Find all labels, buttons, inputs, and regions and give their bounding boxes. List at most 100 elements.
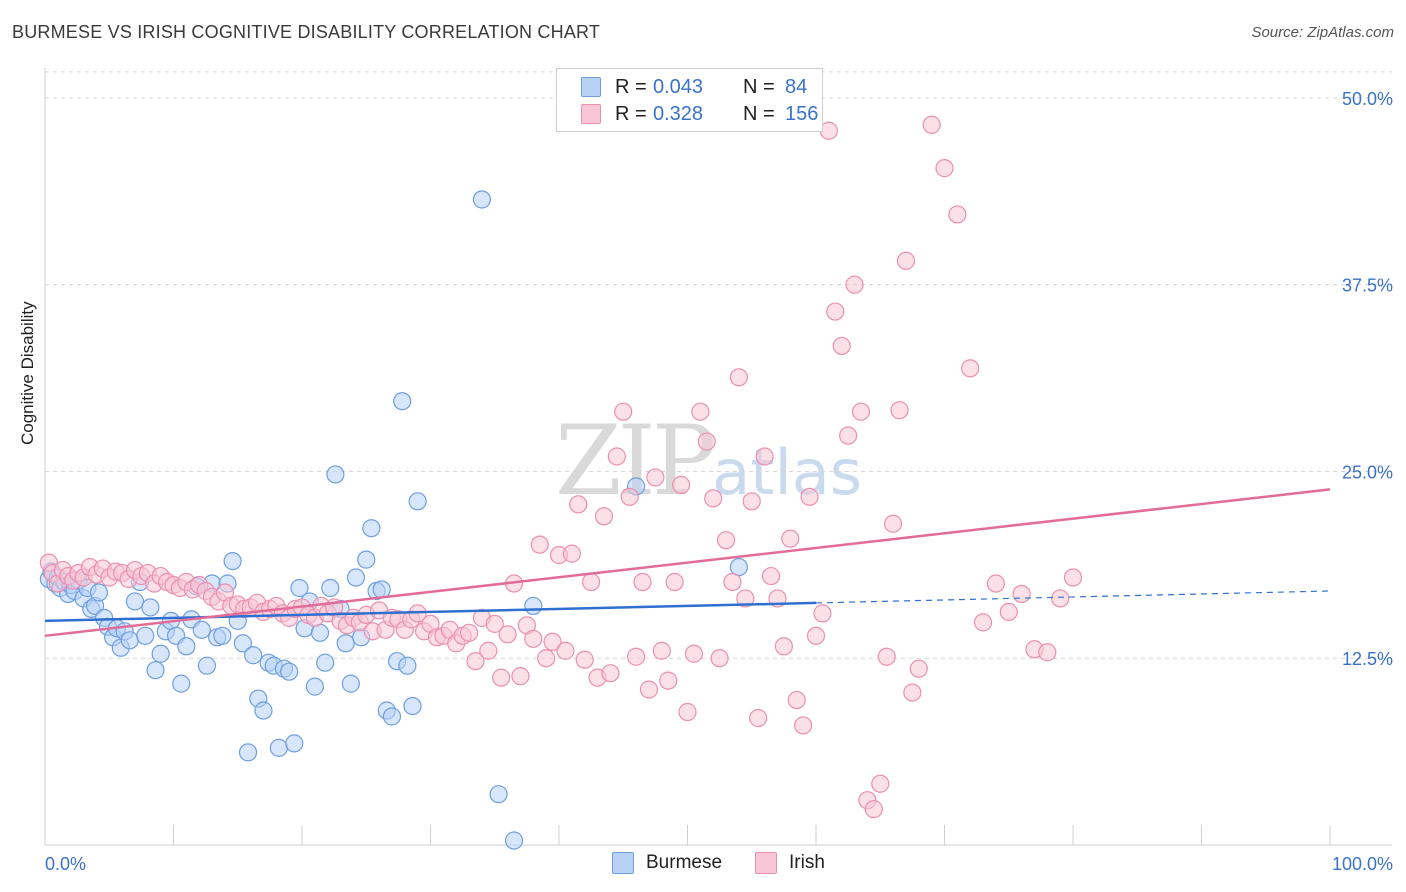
legend-n-value: 156 [785,102,819,125]
irish-trend-line [44,488,1331,638]
irish-point [999,602,1018,622]
irish-point [883,514,903,533]
irish-point [633,572,652,592]
burmese-point [177,637,196,656]
burmese-point [244,646,263,665]
y-tick-label: 25.0% [1342,462,1393,482]
burmese-point [125,592,145,611]
x-tick-label: 0.0% [45,854,86,874]
irish-point [646,468,665,487]
irish-point [800,487,819,506]
bottom-legend-burmese[interactable]: Burmese [612,852,722,874]
burmese-point [393,392,412,411]
irish-point [845,275,864,294]
legend-row-burmese: R = 0.043 N = 84 [581,75,807,99]
irish-point [742,492,761,511]
x-tick-label: 100.0% [1332,854,1393,874]
irish-point [755,447,774,466]
burmese-point [472,190,491,209]
burmese-point [141,598,160,617]
legend: R = 0.043 N = 84 R = 0.328 N = 156 [556,68,823,132]
irish-point [659,671,678,690]
burmese-point [192,620,211,639]
irish-point [922,115,941,134]
irish-point [537,649,556,668]
irish-point [961,359,980,378]
burmese-point [524,596,543,616]
burmese-point [120,631,139,650]
irish-point [543,632,562,651]
burmese-point [362,519,381,538]
irish-point [697,432,716,451]
irish-point [774,637,793,656]
irish-point [851,402,871,421]
legend-r-value: 0.043 [653,75,704,98]
burmese-point [197,656,217,675]
bottom-legend-label-burmese: Burmese [646,852,723,873]
burmese-point [146,661,165,680]
irish-point [723,572,742,592]
bottom-legend: Burmese Irish [0,852,1406,876]
burmese-point [172,674,191,693]
legend-swatch-irish [581,104,601,124]
irish-point [729,368,749,387]
irish-point [678,702,697,722]
irish-point [704,489,723,508]
irish-point [511,667,530,686]
irish-point [1038,643,1057,662]
legend-r-label: R = [615,75,647,98]
legend-n-label: N = [743,102,775,125]
irish-point [826,302,845,321]
irish-point [614,402,633,421]
irish-point [736,589,755,608]
irish-point [556,641,575,660]
irish-point [948,205,967,224]
irish-point [1063,568,1083,587]
irish-point [903,683,922,702]
irish-point [832,336,851,356]
irish-point [485,614,504,633]
irish-point [524,629,543,648]
legend-r-label: R = [615,102,647,125]
legend-r-value: 0.328 [653,102,704,125]
burmese-point [321,578,340,598]
irish-point [864,800,883,819]
chart-title: BURMESE VS IRISH COGNITIVE DISABILITY CO… [12,22,601,42]
irish-point [1051,589,1070,608]
irish-point [569,495,588,514]
legend-row-irish: R = 0.328 N = 156 [581,102,818,126]
bottom-legend-swatch-burmese [612,852,634,874]
irish-point [890,401,909,420]
irish-point [652,641,671,660]
irish-point [716,531,736,550]
burmese-point [254,701,273,720]
burmese-point [136,626,155,645]
irish-point [492,668,511,687]
irish-point [498,625,517,644]
irish-point [594,507,614,526]
irish-point [1012,584,1031,604]
bottom-legend-irish[interactable]: Irish [755,852,825,874]
y-tick-label: 50.0% [1342,89,1393,109]
y-tick-label: 37.5% [1342,276,1393,296]
irish-point [684,644,704,663]
irish-point [582,572,601,592]
irish-point [620,487,639,506]
irish-point [935,159,954,178]
irish-point [749,708,768,728]
y-tick-label: 12.5% [1342,649,1393,669]
irish-point [466,652,485,671]
irish-point [530,535,549,554]
burmese-point [346,568,366,587]
source-label: Source: ZipAtlas.com [1251,24,1394,41]
irish-point [626,647,646,666]
irish-point [639,680,659,699]
burmese-point [151,644,170,663]
irish-point [909,659,928,678]
burmese-point [341,674,360,693]
irish-point [665,572,684,592]
burmese-point [269,738,288,757]
burmese-point [285,734,304,753]
irish-point [839,426,858,445]
